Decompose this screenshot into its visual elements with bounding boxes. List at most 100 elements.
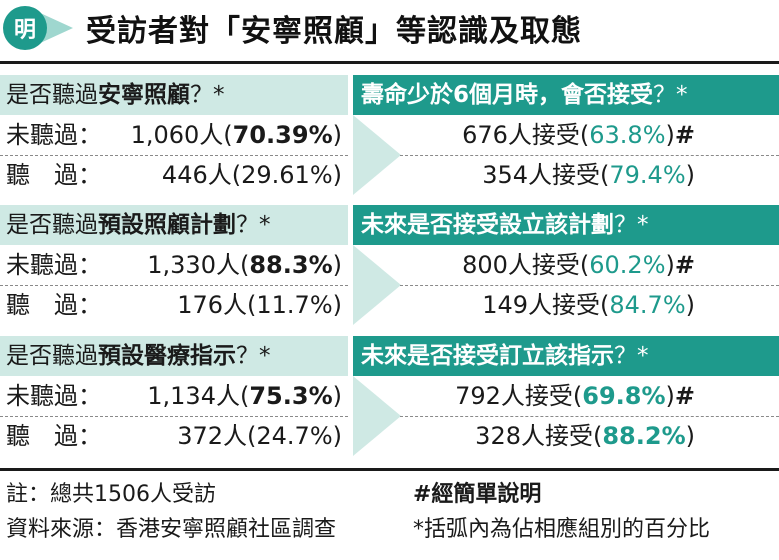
- row-divider: [400, 155, 779, 156]
- question-accept-suffix: ？*: [614, 212, 649, 238]
- accept-value: 149人接受: [482, 291, 600, 319]
- question-prefix: 是否聽過: [6, 82, 98, 108]
- hash-mark: #: [674, 382, 695, 410]
- count-value: 1,134人: [147, 382, 240, 410]
- row-count: 1,330人(88.3%): [147, 245, 342, 285]
- accept-value: 800人接受: [462, 251, 580, 279]
- table-row: 聽 過： 176人(11.7%): [0, 285, 348, 325]
- pct-open: (: [572, 382, 583, 410]
- footer-note: 註：總共1506人受訪: [6, 482, 216, 507]
- row-label: 聽 過：: [6, 291, 102, 319]
- logo: 明: [3, 6, 73, 50]
- footer-star-note: *括弧內為佔相應組別的百分比: [413, 517, 711, 542]
- pct-value: 70.39%: [232, 121, 333, 149]
- question-topic: 安寧照顧: [98, 82, 190, 108]
- pct-close: ): [332, 161, 342, 189]
- pct-value: 29.61%: [241, 161, 333, 189]
- row-count: 1,060人(70.39%): [131, 115, 342, 155]
- row-count: 372人(24.7%): [177, 416, 342, 456]
- pct-open: (: [247, 422, 257, 450]
- page-title: 受訪者對「安寧照顧」等認識及取態: [86, 14, 582, 49]
- pct-value: 24.7%: [256, 422, 333, 450]
- table-row: 未聽過： 1,134人(75.3%): [0, 376, 348, 416]
- question-accept: 未來是否接受設立該計劃？*: [353, 205, 779, 245]
- question-heard: 是否聽過預設醫療指示？*: [0, 336, 348, 376]
- question-accept-text: 未來是否接受訂立該指示: [361, 343, 614, 369]
- pct-open: (: [223, 121, 233, 149]
- table-row: 800人接受(60.2%)#: [400, 245, 779, 285]
- question-topic: 預設醫療指示: [98, 343, 236, 369]
- question-accept-text: 壽命少於6個月時，會否接受: [361, 82, 654, 108]
- pct-close: ): [332, 382, 342, 410]
- count-value: 1,060人: [130, 121, 224, 149]
- pct-close: ): [332, 422, 342, 450]
- pct-close: ): [665, 251, 675, 279]
- count-value: 372人: [177, 422, 247, 450]
- row-label: 未聽過：: [6, 121, 102, 149]
- count-value: 1,330人: [147, 251, 240, 279]
- pct-open: (: [579, 121, 590, 149]
- pct-close: ): [332, 121, 342, 149]
- title-bar: 明 受訪者對「安寧照顧」等認識及取態: [0, 0, 779, 56]
- pct-close: ): [665, 121, 675, 149]
- question-accept-suffix: ？*: [653, 82, 688, 108]
- pct-close: ): [665, 382, 675, 410]
- accept-count: 792人接受(69.8%)#: [455, 376, 695, 416]
- question-accept-suffix: ？*: [614, 343, 649, 369]
- accept-value: 328人接受: [475, 422, 593, 450]
- question-prefix: 是否聽過: [6, 343, 98, 369]
- pct-open: (: [592, 422, 603, 450]
- row-label: 聽 過：: [6, 422, 102, 450]
- accept-pct: 79.4%: [609, 161, 686, 189]
- question-accept-text: 未來是否接受設立該計劃: [361, 212, 614, 238]
- row-divider: [0, 285, 348, 286]
- pct-close: ): [332, 251, 342, 279]
- row-divider: [0, 155, 348, 156]
- pct-close: ): [685, 291, 695, 319]
- accept-pct: 63.8%: [589, 121, 666, 149]
- top-rule: [0, 61, 779, 64]
- hash-mark: #: [674, 121, 695, 149]
- question-accept: 壽命少於6個月時，會否接受？*: [353, 75, 779, 115]
- pct-close: ): [685, 161, 695, 189]
- question-suffix: ？*: [190, 82, 225, 108]
- accept-pct: 84.7%: [609, 291, 686, 319]
- table-row: 149人接受(84.7%): [400, 285, 779, 325]
- footer-hash-note: #經簡單說明: [413, 482, 542, 507]
- accept-count: 354人接受(79.4%): [482, 155, 695, 195]
- pct-close: ): [685, 422, 695, 450]
- table-row: 676人接受(63.8%)#: [400, 115, 779, 155]
- logo-badge: 明: [3, 6, 47, 50]
- row-count: 446人(29.61%): [162, 155, 342, 195]
- accept-count: 328人接受(88.2%): [475, 416, 695, 456]
- pct-open: (: [600, 291, 610, 319]
- arrow-icon: [353, 245, 401, 325]
- table-row: 328人接受(88.2%): [400, 416, 779, 456]
- pct-open: (: [247, 291, 257, 319]
- table-row: 聽 過： 446人(29.61%): [0, 155, 348, 195]
- arrow-icon: [353, 115, 401, 195]
- pct-open: (: [239, 251, 250, 279]
- row-divider: [400, 285, 779, 286]
- accept-count: 676人接受(63.8%)#: [462, 115, 695, 155]
- accept-pct: 60.2%: [589, 251, 666, 279]
- table-row: 792人接受(69.8%)#: [400, 376, 779, 416]
- pct-value: 11.7%: [256, 291, 333, 319]
- accept-pct: 88.2%: [602, 422, 686, 450]
- row-divider: [400, 416, 779, 417]
- pct-open: (: [579, 251, 590, 279]
- accept-value: 676人接受: [462, 121, 580, 149]
- question-heard: 是否聽過預設照顧計劃？*: [0, 205, 348, 245]
- count-value: 176人: [177, 291, 247, 319]
- arrow-icon: [353, 376, 401, 456]
- bottom-rule: [0, 468, 779, 471]
- question-suffix: ？*: [236, 343, 271, 369]
- question-heard: 是否聽過安寧照顧？*: [0, 75, 348, 115]
- accept-value: 354人接受: [482, 161, 600, 189]
- row-count: 176人(11.7%): [177, 285, 342, 325]
- count-value: 446人: [161, 161, 232, 189]
- row-label: 聽 過：: [6, 161, 102, 189]
- accept-count: 149人接受(84.7%): [482, 285, 695, 325]
- table-row: 未聽過： 1,330人(88.3%): [0, 245, 348, 285]
- hash-mark: #: [674, 251, 695, 279]
